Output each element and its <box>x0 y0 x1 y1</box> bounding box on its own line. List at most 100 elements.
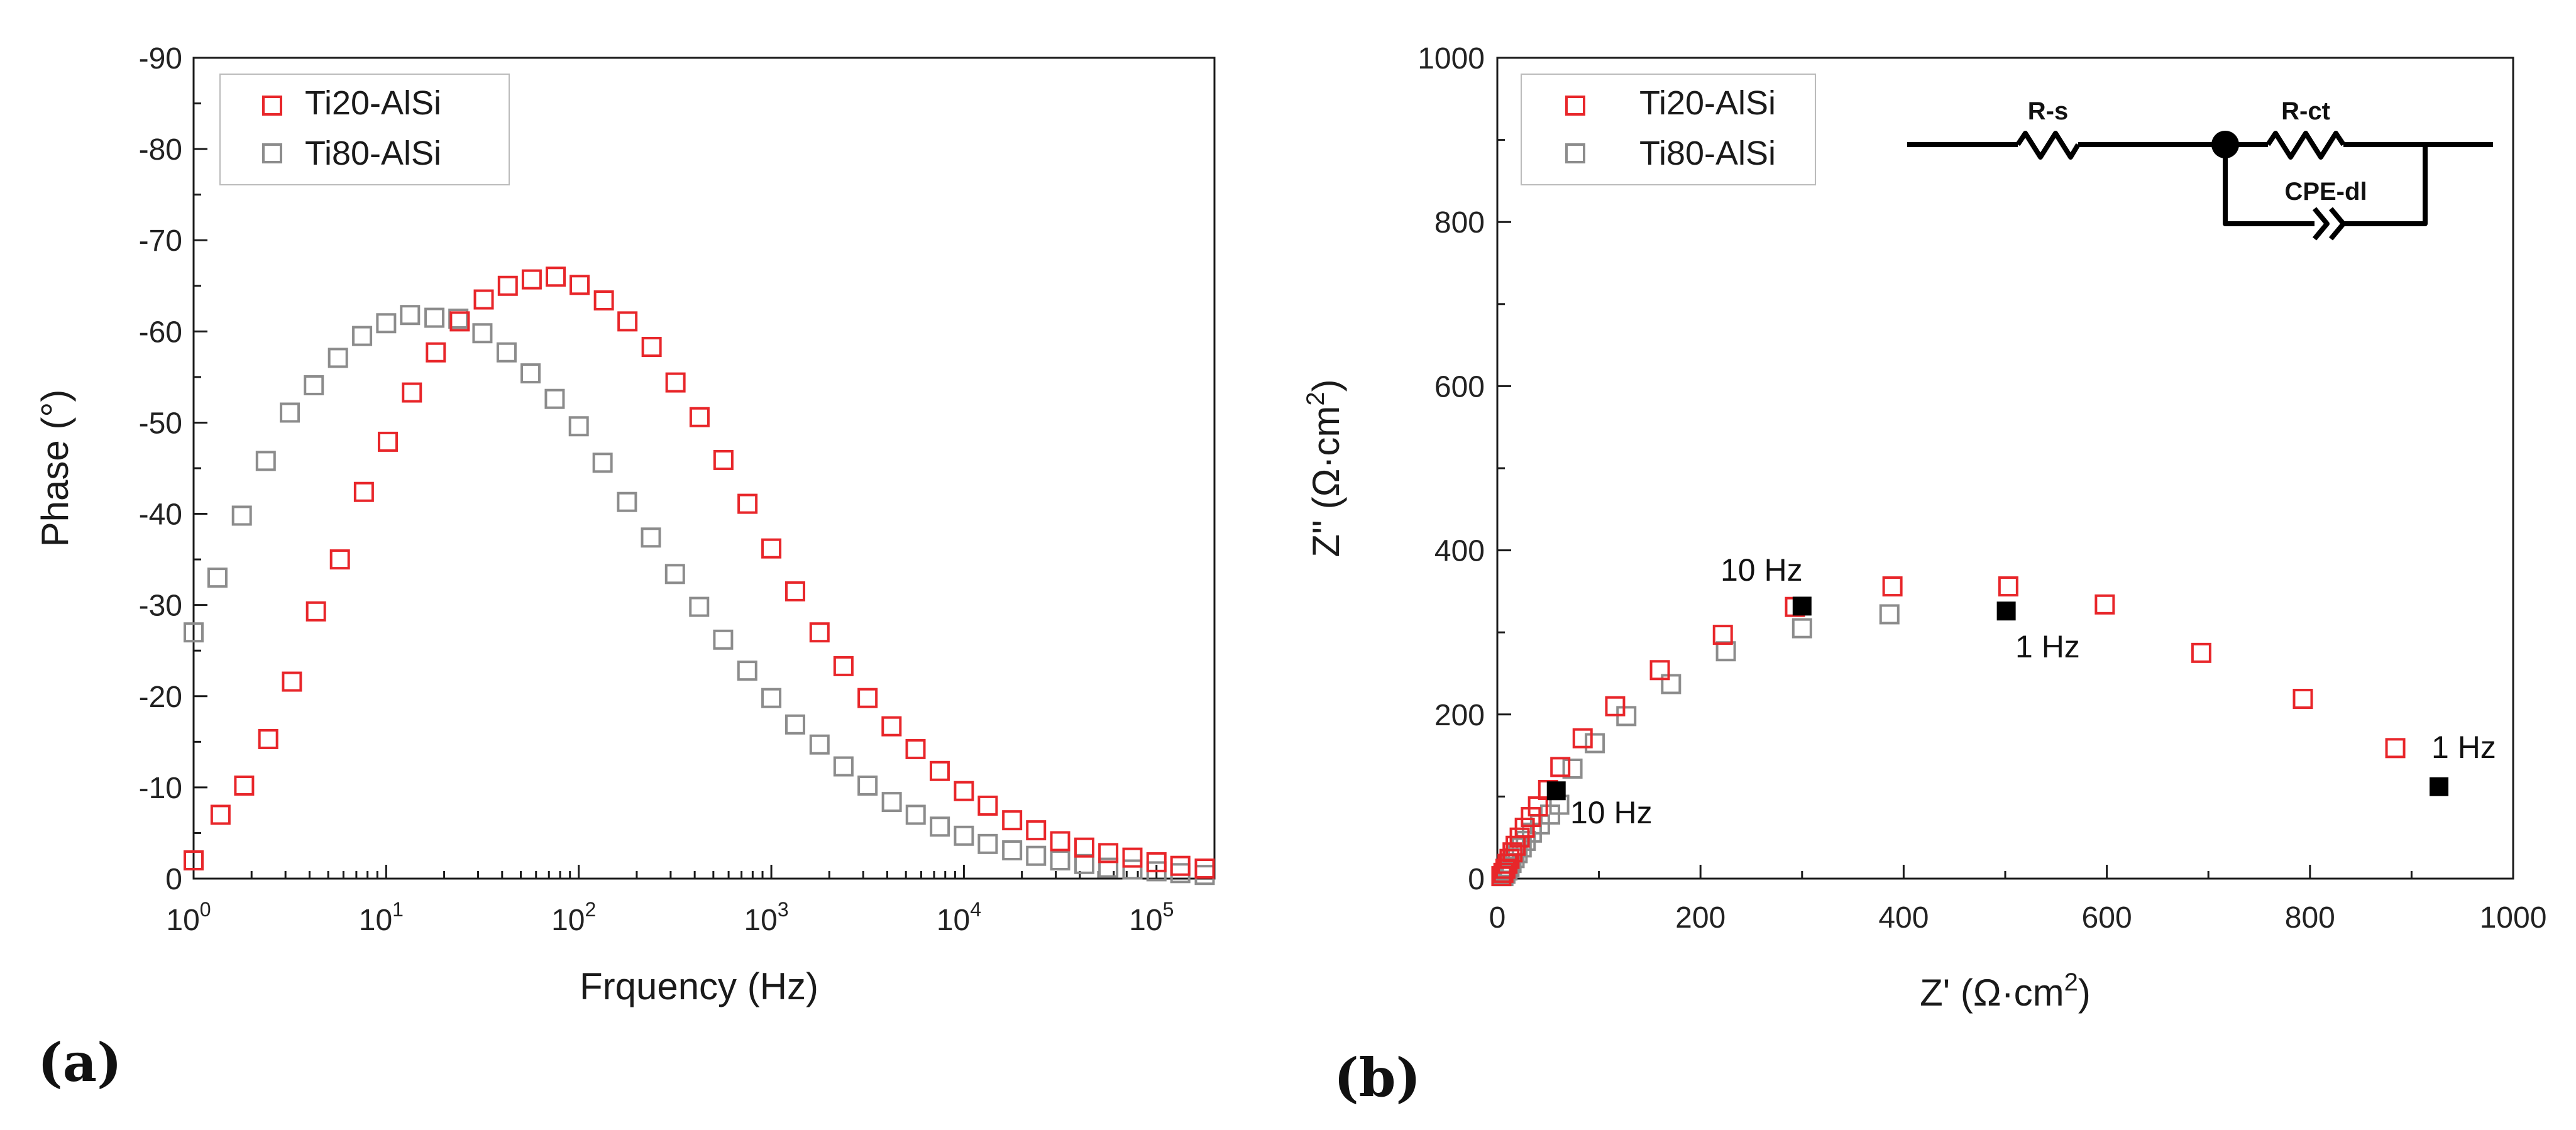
phase-point-ti80-alsi <box>954 825 974 846</box>
phase-point-ti20-alsi <box>593 290 614 310</box>
panel-b-x-axis-title-main: Z' (Ω·cm <box>1920 972 2064 1014</box>
panel-a-y-tick-label: -40 <box>139 498 182 532</box>
phase-point-ti20-alsi <box>641 337 662 358</box>
frequency-marker-point <box>2430 777 2449 796</box>
panel-a-x-tick-label: 104 <box>937 898 981 937</box>
nyquist-point-ti20-alsi <box>1550 757 1571 777</box>
phase-point-ti80-alsi <box>761 688 782 708</box>
legend-label-ti20-alsi: Ti20-AlSi <box>1639 84 1776 122</box>
panel-a-y-tick-label: -90 <box>139 42 182 75</box>
phase-point-ti80-alsi <box>280 402 300 423</box>
phase-point-ti20-alsi <box>761 538 782 559</box>
phase-point-ti80-alsi <box>1050 850 1071 870</box>
phase-point-ti20-alsi <box>329 549 350 570</box>
phase-point-ti20-alsi <box>449 311 470 332</box>
panel-b-x-tick-label: 600 <box>2082 901 2132 935</box>
panel-a-y-tick-label: -80 <box>139 133 182 167</box>
panel-b-x-axis-title-sup: 2 <box>2064 968 2078 996</box>
panel-b-x-tick-label: 200 <box>1675 901 1726 935</box>
phase-point-ti20-alsi <box>713 449 734 470</box>
panel-b-x-tick-label: 0 <box>1489 901 1506 935</box>
legend-marker-ti80-alsi <box>1565 143 1585 163</box>
phase-point-ti80-alsi <box>930 816 950 837</box>
nyquist-point-ti20-alsi <box>2094 594 2115 615</box>
phase-point-ti80-alsi <box>809 734 830 755</box>
phase-point-ti20-alsi <box>1074 837 1094 858</box>
legend-label-ti80-alsi: Ti80-AlSi <box>305 134 441 172</box>
panel-a-x-tick-label: 100 <box>166 898 211 937</box>
nyquist-point-ti80-alsi <box>1792 618 1812 639</box>
phase-point-ti20-alsi <box>184 850 204 870</box>
phase-point-ti20-alsi <box>377 431 398 452</box>
phase-point-ti80-alsi <box>448 309 469 329</box>
nyquist-point-ti80-alsi <box>1562 758 1583 779</box>
annotation-1hz-ti20: 1 Hz <box>2431 730 2496 765</box>
panel-a-legend: Ti20-AlSi Ti80-AlSi <box>219 74 510 185</box>
frequency-marker-point <box>1996 601 2016 621</box>
panel-b-y-axis-title-sup: 2 <box>1302 392 1329 405</box>
phase-point-ti80-alsi <box>1098 857 1119 878</box>
nyquist-point-ti80-alsi <box>1715 641 1736 662</box>
legend-label-ti80-alsi: Ti80-AlSi <box>1639 134 1776 172</box>
panel-b-legend-box <box>1521 74 1816 185</box>
panel-b-y-tick-label: 400 <box>1434 535 1485 568</box>
phase-point-ti80-alsi <box>304 375 324 395</box>
panel-a-y-ticks: 0 -10 -20 -30 -40 -50 -60 -70 -80 -90 <box>139 42 207 896</box>
phase-point-ti20-alsi <box>1026 820 1047 841</box>
circuit-node <box>2211 131 2239 158</box>
panel-a-label: (a) <box>38 1031 122 1094</box>
nyquist-point-ti20-alsi <box>1514 818 1535 838</box>
phase-point-ti20-alsi <box>809 622 830 643</box>
panel-a-x-ticks: 100 101 102 103 104 105 <box>166 865 1216 937</box>
panel-a-y-tick-label: -30 <box>139 590 182 623</box>
phase-point-ti20-alsi <box>1170 855 1191 876</box>
phase-point-ti20-alsi <box>1002 810 1023 831</box>
annotation-10hz-ti20: 10 Hz <box>1570 795 1653 830</box>
nyquist-point-ti20-alsi <box>1882 576 1903 597</box>
panel-b-x-axis-title-end: ) <box>2078 972 2091 1014</box>
phase-point-ti80-alsi <box>689 596 710 617</box>
phase-point-ti80-alsi <box>592 453 613 473</box>
phase-point-ti80-alsi <box>520 363 541 384</box>
circuit-label-cpe-dl: CPE-dl <box>2284 178 2367 206</box>
panel-b-x-ticks: 0 200 400 600 800 1000 <box>1489 865 2547 935</box>
panel-b-y-tick-label: 800 <box>1434 206 1485 239</box>
frequency-marker-point <box>1546 781 1566 801</box>
circuit-wire-cpe-right <box>2343 145 2428 226</box>
panel-b-x-tick-label: 1000 <box>2480 901 2547 935</box>
phase-point-ti80-alsi <box>207 568 228 588</box>
phase-point-ti80-alsi <box>737 661 757 681</box>
panel-b-y-axis-title-end: ) <box>1305 379 1347 392</box>
phase-point-ti20-alsi <box>570 275 590 295</box>
phase-point-ti80-alsi <box>376 313 397 334</box>
panel-b-label: (b) <box>1334 1046 1421 1109</box>
panel-a-y-tick-label: -20 <box>139 681 182 714</box>
cpe-element-right <box>2328 207 2346 241</box>
phase-point-ti20-alsi <box>785 581 806 601</box>
nyquist-point-ti80-alsi <box>1661 674 1682 694</box>
phase-point-ti20-alsi <box>546 266 566 287</box>
panel-a-y-tick-label: -70 <box>139 224 182 258</box>
frequency-marker-point <box>1792 596 1812 616</box>
phase-point-ti80-alsi <box>617 491 637 512</box>
legend-marker-ti20-alsi <box>1565 96 1585 116</box>
phase-point-ti80-alsi <box>352 326 373 346</box>
phase-point-ti80-alsi <box>400 305 421 326</box>
nyquist-point-ti20-alsi <box>2385 738 2406 759</box>
panel-a-x-tick-label: 105 <box>1129 898 1174 937</box>
nyquist-point-ti80-alsi <box>1879 604 1900 625</box>
nyquist-point-ti80-alsi <box>1585 733 1605 754</box>
circuit-wire-cpe-left <box>2223 145 2315 226</box>
nyquist-point-ti20-alsi <box>1572 728 1593 749</box>
phase-point-ti80-alsi <box>1074 853 1094 874</box>
circuit-label-r-s: R-s <box>2028 97 2068 125</box>
nyquist-point-ti20-alsi <box>1605 696 1626 716</box>
phase-point-ti20-alsi <box>402 382 422 403</box>
panel-b-y-ticks: 0 200 400 600 800 1000 <box>1417 42 1511 896</box>
panel-b-data-points <box>1491 576 2449 887</box>
phase-point-ti20-alsi <box>617 311 638 332</box>
phase-point-ti80-alsi <box>1194 865 1215 886</box>
nyquist-point-ti20-alsi <box>2191 642 2211 663</box>
phase-point-ti20-alsi <box>1050 831 1071 852</box>
